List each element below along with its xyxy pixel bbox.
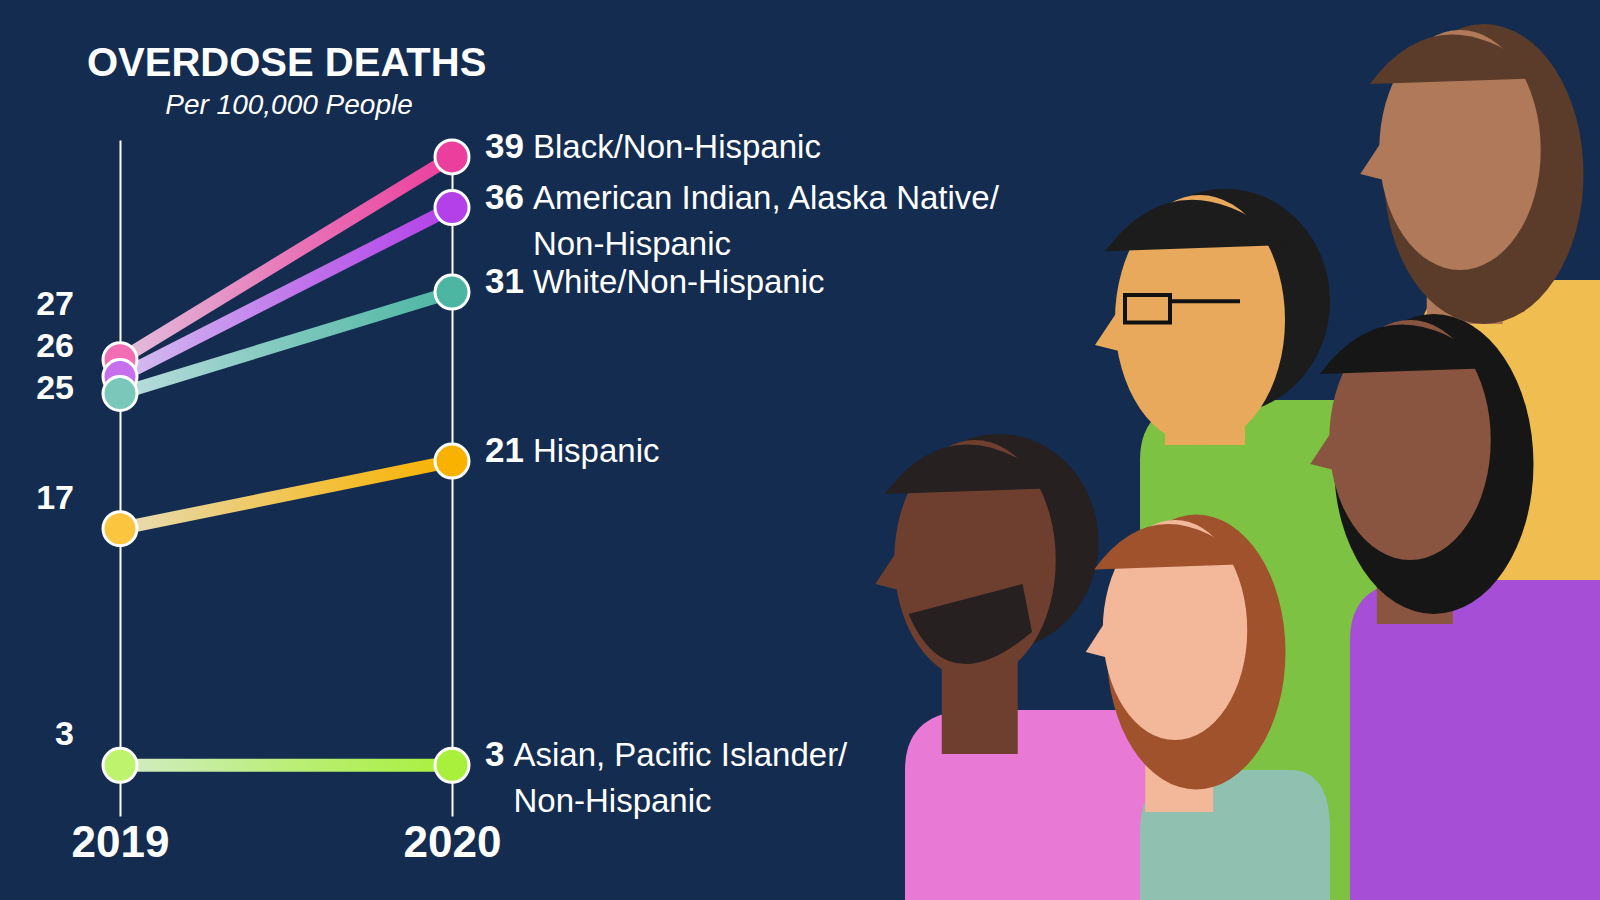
glasses — [1125, 295, 1170, 323]
chart: OVERDOSE DEATHS Per 100,000 People 2019 202… — [0, 0, 1600, 900]
value-label: 39 — [485, 126, 524, 165]
title: OVERDOSE DEATHS — [87, 40, 486, 84]
slope-line — [120, 157, 452, 360]
value-label: 3 — [55, 714, 74, 752]
dot — [103, 748, 137, 782]
nose — [1310, 428, 1334, 470]
dot — [435, 191, 469, 225]
subtitle: Per 100,000 People — [165, 89, 413, 120]
hair-top — [885, 444, 1061, 494]
nose — [875, 548, 899, 590]
illustration — [875, 24, 1600, 900]
series-label: Hispanic — [533, 432, 660, 469]
dot — [435, 140, 469, 174]
hair-top — [1320, 324, 1496, 374]
hair-top — [1094, 524, 1251, 569]
series-label: White/Non-Hispanic — [533, 263, 825, 300]
x-axis: 2019 2020 — [72, 816, 502, 866]
hair-top — [1105, 200, 1290, 252]
value-label: 3 — [485, 734, 504, 773]
dot — [103, 377, 137, 411]
plot-area — [103, 140, 469, 782]
value-label: 17 — [36, 478, 74, 516]
slope-line — [120, 292, 452, 393]
shirt — [1350, 580, 1600, 900]
y-axis — [120, 141, 121, 817]
illustration-person — [1310, 314, 1600, 900]
value-label: 31 — [485, 261, 524, 300]
x-tick: 2020 — [404, 816, 502, 866]
dot — [435, 275, 469, 309]
x-tick: 2019 — [72, 816, 170, 866]
axis-line — [120, 141, 122, 817]
nose — [1086, 619, 1107, 658]
illustration-person — [1086, 515, 1330, 900]
glasses-arm — [1170, 299, 1240, 303]
value-label: 25 — [36, 368, 74, 406]
slope-line — [120, 461, 452, 529]
value-label: 21 — [485, 430, 524, 469]
series-label: American Indian, Alaska Native/Non-Hispa… — [533, 179, 1000, 262]
dot — [103, 512, 137, 546]
slope-line — [120, 759, 452, 772]
slope-line — [120, 208, 452, 377]
value-label: 36 — [485, 177, 524, 216]
value-label: 26 — [36, 326, 74, 364]
dot — [435, 444, 469, 478]
value-label: 27 — [36, 284, 74, 322]
dot — [435, 748, 469, 782]
nose — [1095, 308, 1120, 352]
x-tick-label: 2019 — [72, 817, 170, 866]
x-tick-label: 2020 — [404, 817, 502, 866]
hair-top — [1370, 34, 1546, 84]
series-label: Asian, Pacific Islander/Non-Hispanic — [513, 736, 848, 819]
nose — [1360, 138, 1384, 180]
series-label: Black/Non-Hispanic — [533, 128, 821, 165]
beard — [909, 584, 1033, 664]
